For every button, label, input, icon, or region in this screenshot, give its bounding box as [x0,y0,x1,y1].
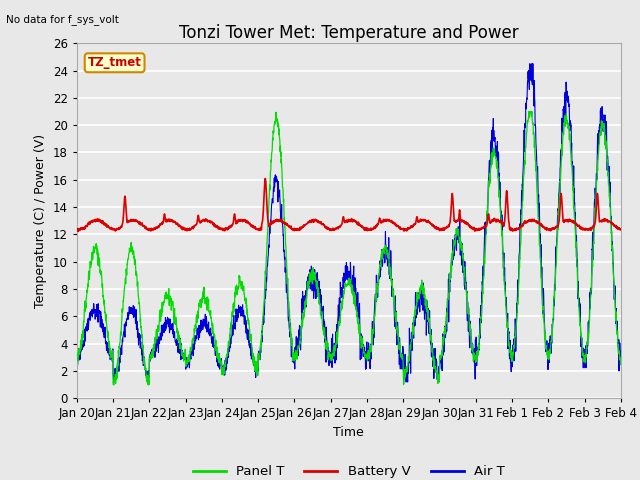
Y-axis label: Temperature (C) / Power (V): Temperature (C) / Power (V) [34,134,47,308]
Title: Tonzi Tower Met: Temperature and Power: Tonzi Tower Met: Temperature and Power [179,24,518,42]
Legend: Panel T, Battery V, Air T: Panel T, Battery V, Air T [188,460,510,480]
Text: TZ_tmet: TZ_tmet [88,56,141,69]
X-axis label: Time: Time [333,426,364,439]
Text: No data for f_sys_volt: No data for f_sys_volt [6,14,119,25]
